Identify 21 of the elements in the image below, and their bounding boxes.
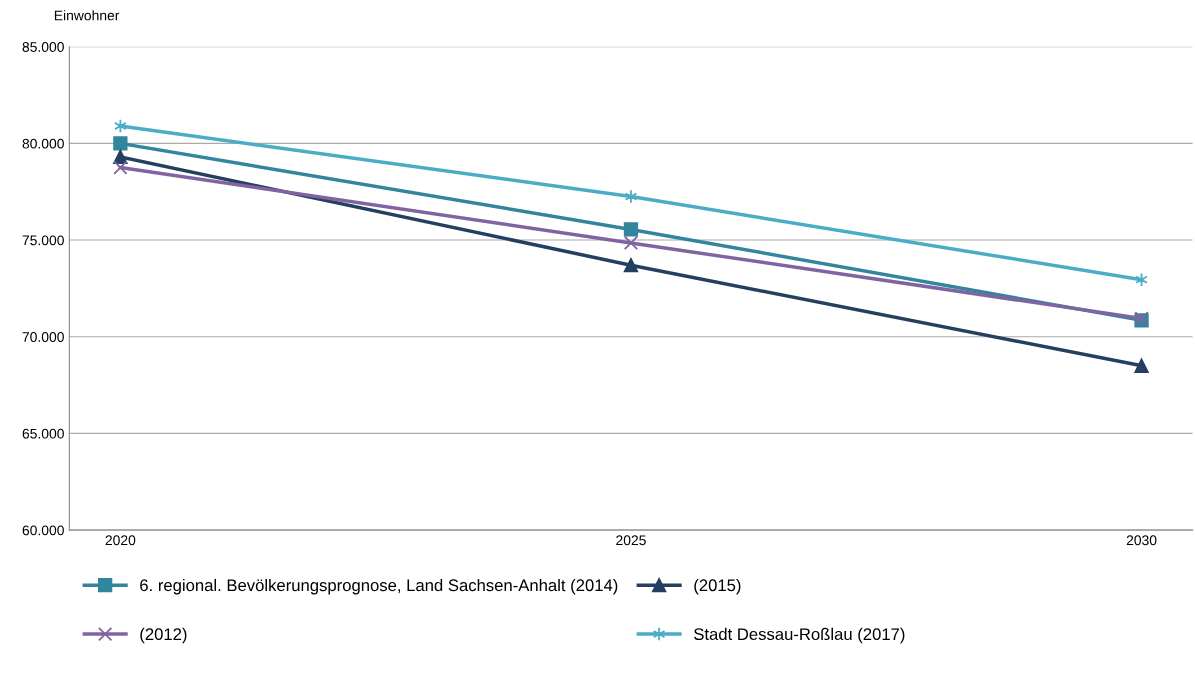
y-axis-title: Einwohner: [54, 10, 120, 21]
point: [113, 149, 128, 165]
point: [623, 258, 639, 273]
y-tick-label: 65.000: [22, 428, 64, 439]
x-tick-label: 2025: [616, 535, 646, 546]
point: [623, 222, 639, 237]
y-tick-label: 85.000: [22, 42, 64, 52]
point: [623, 235, 639, 251]
y-tick-label: 60.000: [22, 525, 64, 536]
x-tick-label: 2020: [105, 535, 136, 546]
legend-label: (2015): [694, 578, 741, 595]
y-tick-label: 80.000: [22, 138, 64, 149]
point: [113, 160, 128, 175]
y-tick-label: 75.000: [22, 235, 64, 246]
point: [113, 136, 128, 151]
point: [1134, 358, 1149, 373]
legend-label: Stadt Dessau-Roßlau (2017): [694, 627, 905, 644]
legend-label: (2012): [140, 627, 187, 644]
x-tick-label: 2030: [1126, 535, 1157, 546]
legend-label: 6. regional. Bevölkerungsprognose, Land Sachsen-Anhalt (2014): [140, 578, 618, 595]
y-tick-label: 70.000: [22, 332, 64, 342]
